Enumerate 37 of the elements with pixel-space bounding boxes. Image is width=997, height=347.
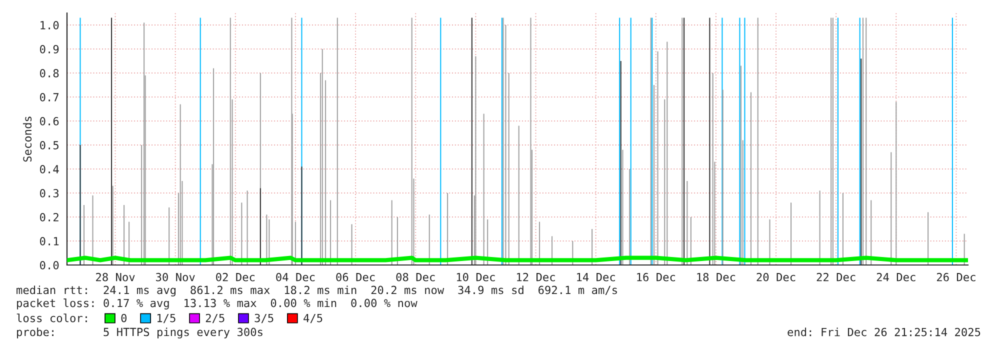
- y-tick-label: 0.1: [40, 237, 59, 246]
- x-tick-label: 20 Dec: [756, 272, 796, 282]
- text: packet loss: 0.17 % avg 13.13 % max 0.00 % min 0.00 % now: [17, 298, 418, 310]
- x-tick-label: 14 Dec: [577, 273, 615, 282]
- x-tick-label: 08 Dec: [396, 272, 435, 282]
- legend-label: 2/5: [206, 314, 224, 324]
- text: end: Fri Dec 26 21:25:14 2025: [788, 328, 980, 336]
- legend-title: loss color:: [16, 314, 87, 322]
- legend-label: 0: [121, 314, 127, 322]
- x-tick-label: 26 Dec: [936, 272, 976, 282]
- x-tick-label: 22 Dec: [816, 272, 856, 282]
- y-tick-label: 0.4: [40, 165, 59, 174]
- x-tick-label: 02 Dec: [216, 272, 255, 282]
- x-tick-label: 04 Dec: [276, 272, 315, 282]
- legend-label: 3/5: [254, 314, 274, 324]
- x-tick-label: 12 Dec: [517, 272, 555, 282]
- x-tick-label: 24 Dec: [876, 272, 916, 282]
- x-tick-label: 10 Dec: [456, 272, 495, 282]
- y-tick-label: 0.0: [40, 261, 59, 270]
- y-tick-label: 0.5: [40, 141, 58, 150]
- x-tick-label: 06 Dec: [336, 272, 375, 282]
- x-tick-label: 16 Dec: [637, 272, 676, 282]
- x-tick-label: 18 Dec: [697, 272, 736, 282]
- x-tick-label: 30 Nov: [156, 272, 195, 282]
- y-tick-label: 1.0: [40, 21, 59, 30]
- y-tick-label: 0.8: [40, 69, 59, 78]
- y-tick-label: 0.2: [40, 213, 58, 222]
- text: median rtt: 24.1 ms avg 861.2 ms max 18.2 ms min 20.2 ms now 34.9 ms sd 692.1 m am/s: [16, 286, 617, 296]
- y-tick-label: 0.6: [40, 117, 59, 126]
- y-tick-label: 0.9: [40, 45, 59, 54]
- legend-label: 1/5: [157, 314, 176, 324]
- legend-label: 4/5: [304, 314, 322, 324]
- text: probe: 5 HTTPS pings every 300s: [17, 328, 262, 338]
- y-axis-title: Seconds: [22, 116, 32, 162]
- y-tick-label: 0.3: [40, 189, 59, 198]
- x-tick-label: 28 Nov: [96, 272, 135, 282]
- y-tick-label: 0.7: [40, 93, 59, 102]
